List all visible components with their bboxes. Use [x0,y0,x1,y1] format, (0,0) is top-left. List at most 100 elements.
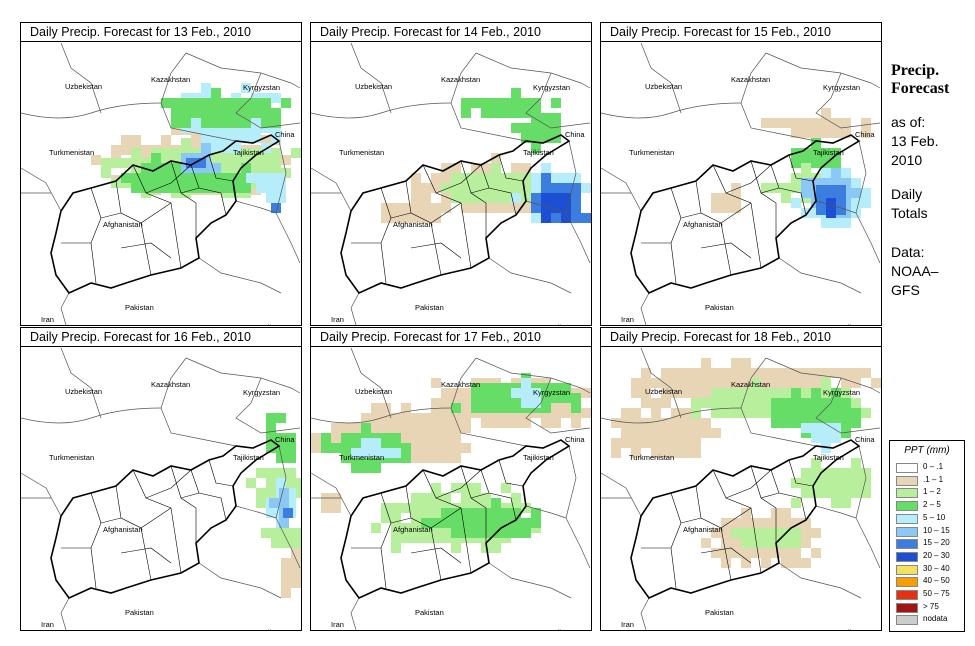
country-label-pakistan: Pakistan [705,303,734,312]
province-border [725,469,772,499]
province-border [720,202,752,224]
country-label-iran: Iran [41,620,54,629]
province-border [680,517,702,524]
country-label-afghanistan: Afghanistan [683,220,723,229]
panel-title: Daily Precip. Forecast for 14 Feb., 2010 [311,23,591,42]
province-border [470,492,490,499]
precip-area [321,493,341,513]
country-border [601,407,742,424]
province-border [725,164,772,194]
afghanistan-outline [340,439,571,599]
country-border [311,167,352,212]
legend-title: PPT (mm) [904,445,950,456]
map-canvas: Uzbekistan Kazakhstan Kyrgyzstan Turkmenist… [311,43,591,325]
province-border [788,459,814,487]
precip-area [186,158,206,168]
precip-area [351,438,401,458]
province-border [712,164,762,269]
map-canvas: Uzbekistan Kazakhstan Kyrgyzstan Turkmenist… [21,348,301,630]
map-panel: Daily Precip. Forecast for 17 Feb., 2010… [310,327,592,631]
province-border [760,187,780,194]
province-border [390,212,412,219]
map-panel: Daily Precip. Forecast for 18 Feb., 2010… [600,327,882,631]
province-border [720,507,752,529]
legend-swatch [896,475,918,486]
country-border [525,377,591,434]
country-border [160,52,187,104]
country-label-iran: Iran [621,620,634,629]
country-border [21,102,162,119]
side-title-line2: Forecast [891,80,950,97]
country-border [450,102,527,142]
legend-label: 1 – 2 [923,487,941,497]
country-label-china: China [855,130,875,139]
country-label-iran: Iran [41,315,54,324]
country-label-india: India [259,628,276,630]
map-canvas: Uzbekistan Kazakhstan Kyrgyzstan Turkmenist… [311,348,591,630]
country-border [565,445,591,569]
country-label-tajikistan: Tajikistan [233,148,264,157]
country-label-tajikistan: Tajikistan [813,148,844,157]
country-label-china: China [275,435,295,444]
province-border [190,469,227,521]
province-border [170,465,197,543]
province-border [410,242,462,259]
country-label-kyrgyzstan: Kyrgyzstan [533,83,570,92]
province-border [680,212,702,219]
country-border [640,43,682,114]
precip-area [266,413,296,463]
panel-title: Daily Precip. Forecast for 15 Feb., 2010 [601,23,881,42]
country-border [311,407,452,424]
country-label-turkmenistan: Turkmenistan [339,148,384,157]
country-label-india: India [839,323,856,325]
side-data: Data: NOAA– GFS [891,243,938,300]
precip-area [711,183,741,213]
province-border [208,459,234,487]
province-border [430,507,462,529]
legend-label: 40 – 50 [923,576,950,586]
side-title-line1: Precip. [891,62,940,79]
afghanistan-outline [630,439,861,599]
precip-area [791,458,871,508]
legend-swatch [896,590,918,600]
country-label-kazakhstan: Kazakhstan [731,75,770,84]
country-label-pakistan: Pakistan [415,608,444,617]
country-border [60,43,102,114]
country-border [601,167,642,212]
country-label-pakistan: Pakistan [125,608,154,617]
precip-area [381,193,451,223]
country-border [815,72,881,129]
legend-swatch [896,602,918,613]
province-border [460,160,487,238]
country-border [160,407,237,447]
legend-swatch [896,539,918,550]
map-panel: Daily Precip. Forecast for 15 Feb., 2010… [600,22,882,326]
country-border [235,377,301,434]
country-label-iran: Iran [331,620,344,629]
legend-swatch [896,577,918,588]
legend-swatch [896,551,918,562]
precip-area [731,528,801,548]
precip-area [511,378,541,408]
country-border [60,597,70,630]
province-border [760,492,780,499]
country-label-pakistan: Pakistan [125,303,154,312]
province-border [115,485,152,581]
country-label-china: China [855,435,875,444]
province-border [410,547,462,564]
province-border [120,547,172,564]
legend-label: > 75 [923,601,939,611]
province-border [140,507,172,529]
precip-area [826,198,836,218]
country-label-turkmenistan: Turkmenistan [629,453,674,462]
province-border [498,154,524,182]
afghanistan-outline [50,134,281,294]
side-daily: Daily Totals [891,185,928,223]
panel-title: Daily Precip. Forecast for 17 Feb., 2010 [311,328,591,347]
province-border [145,469,192,499]
country-label-india: India [259,323,276,325]
country-label-china: China [565,435,585,444]
country-border [488,257,572,294]
precip-area [283,508,293,518]
province-border [480,164,517,216]
